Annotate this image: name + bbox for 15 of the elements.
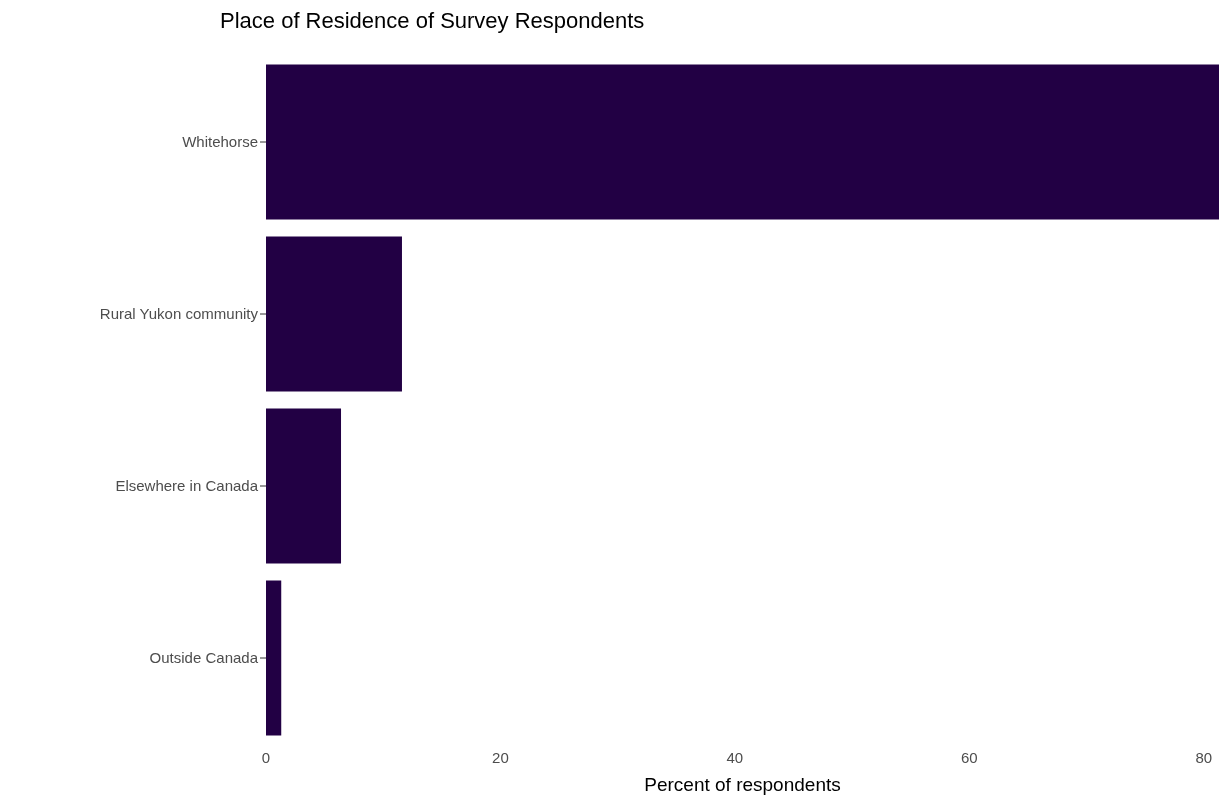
y-tick-label: Rural Yukon community [99, 305, 259, 323]
x-tick-label: 40 [726, 748, 744, 766]
y-tick-label: Outside Canada [149, 649, 259, 667]
x-axis-title: Percent of respondents [644, 774, 841, 796]
y-tick-label: Whitehorse [182, 133, 258, 151]
x-tick-label: 60 [960, 748, 978, 766]
x-tick-label: 80 [1195, 748, 1213, 766]
x-tick-label: 0 [261, 748, 271, 766]
bar [266, 580, 282, 736]
chart-title: Place of Residence of Survey Respondents [220, 8, 646, 35]
x-tick-label: 20 [492, 748, 509, 766]
bar [266, 408, 342, 564]
bar [266, 236, 402, 392]
bar [266, 64, 1219, 220]
y-tick-label: Elsewhere in Canada [115, 477, 259, 495]
